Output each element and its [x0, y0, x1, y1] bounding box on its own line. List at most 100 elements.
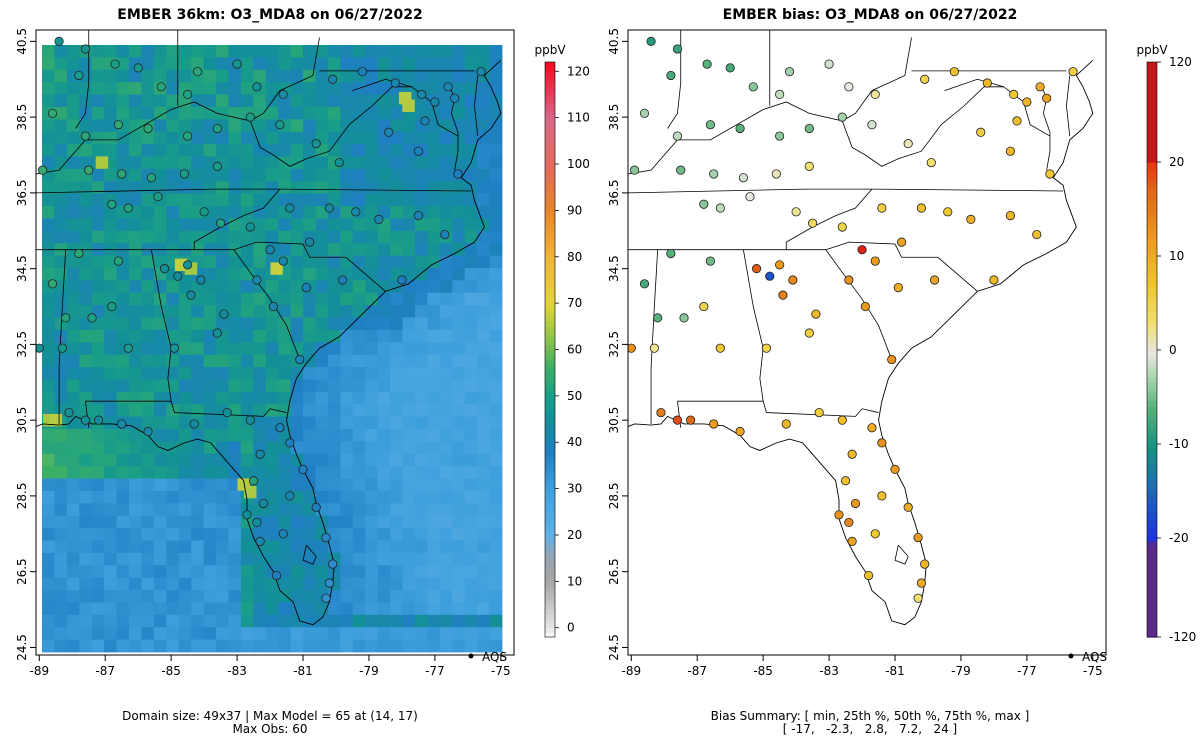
- grid-cell: [54, 404, 68, 418]
- grid-cell: [178, 280, 192, 294]
- colorbar-segment: [545, 298, 555, 304]
- grid-cell: [477, 342, 490, 356]
- grid-cell: [79, 590, 93, 603]
- grid-cell: [340, 218, 354, 232]
- grid-cell: [203, 590, 217, 603]
- aqs-site-marker: [159, 264, 170, 274]
- grid-cell: [303, 515, 316, 529]
- grid-cell: [203, 515, 217, 529]
- aqs-site-marker: [156, 82, 166, 92]
- grid-cell: [340, 292, 354, 306]
- grid-cell: [340, 305, 354, 318]
- grid-cell: [228, 453, 242, 467]
- grid-cell: [352, 317, 366, 331]
- colorbar-segment: [1147, 359, 1157, 365]
- grid-cell: [66, 391, 80, 405]
- grid-cell: [228, 515, 242, 529]
- grid-cell: [240, 577, 254, 591]
- grid-cell: [116, 329, 130, 343]
- grid-cell: [141, 305, 155, 318]
- colorbar-segment: [1147, 258, 1157, 264]
- grid-cell: [402, 639, 416, 653]
- grid-cell: [340, 168, 354, 182]
- grid-cell: [265, 181, 279, 195]
- grid-cell: [265, 528, 279, 541]
- grid-cell: [414, 453, 428, 467]
- grid-cell: [141, 354, 155, 368]
- grid-cell: [477, 528, 490, 541]
- grid-cell: [91, 168, 105, 182]
- grid-cell: [129, 329, 142, 343]
- grid-cell: [216, 429, 229, 442]
- grid-cell: [265, 614, 279, 628]
- grid-cell: [477, 106, 490, 120]
- grid-cell: [427, 466, 441, 479]
- grid-cell: [439, 577, 453, 591]
- grid-cell: [178, 540, 192, 554]
- grid-cell: [477, 181, 490, 195]
- grid-cell: [377, 144, 391, 157]
- grid-cell: [390, 354, 403, 368]
- grid-cell: [464, 106, 478, 120]
- grid-cell: [228, 379, 242, 393]
- grid-cell: [290, 193, 304, 207]
- aqs-site-marker: [390, 78, 400, 88]
- grid-cell: [79, 82, 93, 95]
- grid-cell: [228, 267, 242, 281]
- grid-cell: [452, 540, 466, 554]
- grid-cell: [489, 441, 503, 455]
- y-tick-label: 24.5: [607, 634, 621, 661]
- grid-cell: [427, 602, 441, 616]
- grid-cell: [278, 292, 292, 306]
- colorbar-segment: [545, 627, 555, 633]
- colorbar-segment: [545, 293, 555, 299]
- grid-cell: [216, 317, 229, 331]
- grid-cell: [104, 429, 117, 442]
- grid-cell: [402, 206, 416, 219]
- grid-cell: [54, 106, 68, 120]
- aqs-site-marker: [245, 222, 255, 232]
- grid-cell: [402, 255, 416, 269]
- grid-cell: [116, 590, 130, 603]
- grid-cell: [166, 230, 180, 244]
- grid-cell: [352, 429, 366, 442]
- grid-cell: [141, 218, 155, 232]
- grid-cell: [116, 106, 130, 120]
- grid-cell: [228, 119, 242, 133]
- grid-cell: [253, 45, 267, 58]
- grid-cell: [166, 490, 180, 504]
- grid-cell: [327, 218, 341, 232]
- aqs-site-marker: [440, 229, 450, 240]
- grid-cell: [42, 206, 55, 219]
- grid-cell: [216, 367, 229, 380]
- grid-cell: [365, 453, 379, 467]
- grid-cell: [340, 503, 354, 517]
- grid-cell: [54, 94, 68, 108]
- grid-cell: [104, 329, 117, 343]
- colorbar-segment: [545, 284, 555, 290]
- grid-cell: [340, 106, 354, 120]
- grid-cell: [191, 441, 205, 455]
- grid-cell: [91, 45, 105, 58]
- colorbar-segment: [1147, 85, 1157, 92]
- grid-cell: [303, 305, 316, 318]
- grid-cell: [153, 602, 167, 616]
- grid-cell: [265, 429, 279, 442]
- grid-cell: [166, 82, 180, 95]
- grid-cell: [141, 193, 155, 207]
- grid-cell: [390, 429, 403, 442]
- grid-cell: [303, 540, 316, 554]
- grid-cell: [365, 503, 379, 517]
- grid-cell: [340, 429, 354, 442]
- grid-cell: [216, 441, 229, 455]
- grid-cell: [464, 82, 478, 95]
- grid-cell: [191, 404, 205, 418]
- grid-cell: [203, 230, 217, 244]
- grid-cell: [402, 379, 416, 393]
- grid-cell: [79, 267, 93, 281]
- grid-cell: [352, 218, 366, 232]
- colorbar-segment: [545, 405, 555, 411]
- grid-cell: [141, 267, 155, 281]
- grid-cell: [66, 94, 80, 108]
- grid-cell: [427, 577, 441, 591]
